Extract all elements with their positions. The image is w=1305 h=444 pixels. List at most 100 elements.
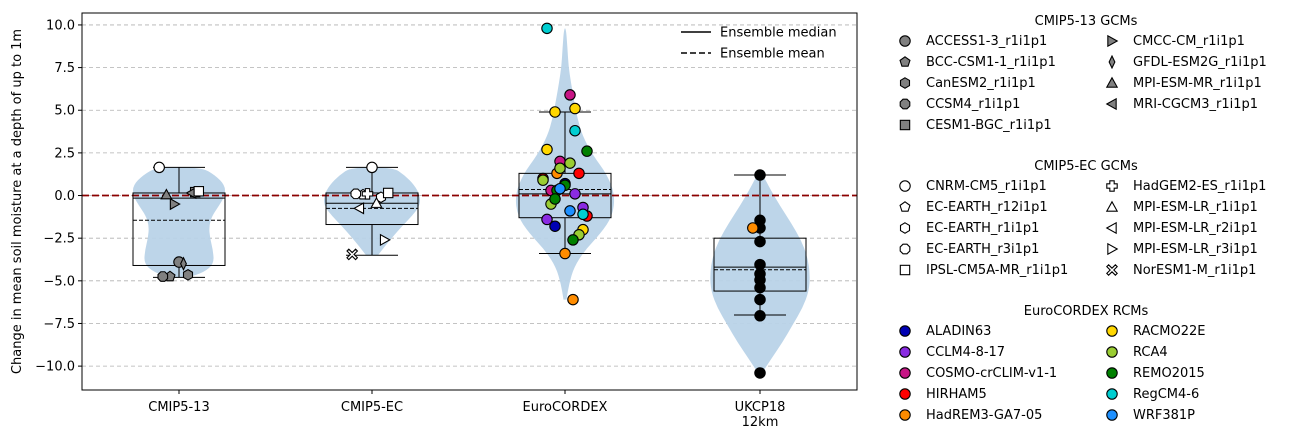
x-tick-label: 12km [742, 415, 779, 430]
legend-item: MPI-ESM-LR_r2i1p1 [1105, 220, 1258, 236]
y-tick-label: 2.5 [54, 146, 75, 161]
legend-item-label: EC-EARTH_r3i1p1 [926, 241, 1040, 257]
point-wrf381p [554, 182, 566, 195]
box-0 [132, 166, 226, 278]
plot-frame [81, 12, 858, 391]
legend-item: GFDL-ESM2G_r1i1p1 [1105, 54, 1267, 70]
legend-item-label: MPI-ESM-LR_r1i1p1 [1133, 199, 1258, 215]
point-rca4 [537, 174, 549, 186]
point-cnrm-cm5-r1i1p1 [366, 161, 378, 174]
legend-item-label: CCLM4-8-17 [926, 344, 1006, 360]
square-marker-icon [899, 119, 911, 131]
circle-marker-icon [1106, 325, 1118, 337]
legend-item: MPI-ESM-MR_r1i1p1 [1105, 75, 1262, 91]
legend-item-label: IPSL-CM5A-MR_r1i1p1 [926, 262, 1069, 278]
circle-marker-icon [899, 388, 911, 400]
pentagon-marker-icon [899, 56, 911, 67]
legend-item: HadGEM2-ES_r1i1p1 [1105, 178, 1266, 194]
legend-item-label: WRF381P [1133, 407, 1196, 423]
point-hirham5 [573, 167, 585, 180]
point-cclm4-8-17 [569, 188, 581, 200]
triangle-right-marker-icon [1107, 34, 1119, 48]
point-hadrem3-ga7-05 [559, 247, 571, 260]
legend-item: EC-EARTH_r12i1p1 [898, 199, 1048, 215]
legend-item: CanESM2_r1i1p1 [898, 75, 1036, 91]
point-aladin63 [549, 220, 561, 232]
point-ukcp18 [754, 169, 766, 181]
x-tick-label: EuroCORDEX [523, 400, 608, 415]
point-noresm1-m-r1i1p1 [346, 248, 359, 261]
octagon-marker-icon [899, 98, 911, 110]
circle-marker-icon [899, 367, 911, 379]
legend-item: IPSL-CM5A-MR_r1i1p1 [898, 262, 1068, 278]
y-tick-label: −2.5 [43, 232, 75, 247]
legend-item: MPI-ESM-LR_r3i1p1 [1105, 241, 1258, 257]
hexagon-marker-icon [899, 77, 911, 89]
point-hadgem2-es-r1i1p1 [361, 188, 374, 200]
point-mpi-esm-mr-r1i1p1 [160, 188, 173, 200]
legend-item: CNRM-CM5_r1i1p1 [898, 178, 1047, 194]
point-remo2015 [567, 234, 579, 246]
plus-marker-icon [1106, 180, 1118, 192]
model-points [153, 22, 766, 379]
legend-item-label: MPI-ESM-MR_r1i1p1 [1133, 75, 1262, 91]
point-ipsl-cm5a-mr-r1i1p1 [193, 186, 205, 197]
y-tick-label: −10.0 [35, 360, 75, 375]
circle-marker-icon [899, 180, 911, 192]
y-tick-label: 10.0 [46, 18, 75, 33]
point-ukcp18 [754, 367, 766, 379]
triangle-left-marker-icon [1105, 97, 1117, 111]
point-mpi-esm-lr-r1i1p1 [370, 196, 383, 208]
octagon-marker-icon [899, 243, 911, 255]
x-tick-label: CMIP5-EC [341, 400, 403, 415]
legend-group-title: CMIP5-13 GCMs [1034, 14, 1138, 29]
point-rca4 [564, 157, 576, 169]
point-remo2015 [581, 145, 593, 157]
legend-item: EC-EARTH_r1i1p1 [898, 220, 1039, 236]
triangle-left-marker-icon [1105, 221, 1117, 235]
legend-item-label: COSMO-crCLIM-v1-1 [926, 365, 1058, 381]
point-mpi-esm-lr-r3i1p1 [379, 233, 391, 247]
point-cnrm-cm5-r1i1p1 [153, 161, 165, 174]
legend-label: Ensemble mean [720, 47, 825, 62]
legend-item-label: HadGEM2-ES_r1i1p1 [1133, 178, 1267, 194]
x-marker-icon [1106, 264, 1118, 276]
legend-item-label: ALADIN63 [926, 323, 992, 339]
legend-label: Ensemble median [720, 26, 837, 41]
legend-item: COSMO-crCLIM-v1-1 [898, 365, 1057, 381]
point-ccsm4-r1i1p1 [157, 271, 169, 282]
y-axis-label: Change in mean soil moisture at a depth … [10, 29, 25, 374]
legend-item: MRI-CGCM3_r1i1p1 [1105, 96, 1258, 112]
point-hadrem3-ga7-05 [747, 222, 759, 234]
legend-item: NorESM1-M_r1i1p1 [1105, 262, 1256, 278]
legend-item-label: RCA4 [1133, 344, 1168, 360]
legend-item: HadREM3-GA7-05 [898, 407, 1042, 423]
triangle-up-marker-icon [1105, 76, 1119, 88]
legend-item-label: CanESM2_r1i1p1 [926, 75, 1036, 91]
legend-item: ACCESS1-3_r1i1p1 [898, 33, 1047, 49]
legend-item: MPI-ESM-LR_r1i1p1 [1105, 199, 1258, 215]
box-iqr [518, 172, 612, 219]
circle-marker-icon [1106, 409, 1118, 421]
legend-group-title: EuroCORDEX RCMs [1023, 304, 1149, 319]
legend-item-label: RegCM4-6 [1133, 386, 1200, 402]
point-ipsl-cm5a-mr-r1i1p1 [382, 187, 394, 199]
legend-item: RACMO22E [1105, 323, 1205, 339]
legend-item: RCA4 [1105, 344, 1168, 360]
main-legend: Ensemble median Ensemble mean [681, 26, 837, 62]
point-hadrem3-ga7-05 [567, 293, 579, 306]
legend-item: RegCM4-6 [1105, 386, 1199, 402]
legend-item-label: EC-EARTH_r1i1p1 [926, 220, 1040, 236]
legend-item-label: MPI-ESM-LR_r3i1p1 [1133, 241, 1258, 257]
legend-item-label: MRI-CGCM3_r1i1p1 [1133, 96, 1259, 112]
point-ukcp18 [754, 281, 766, 294]
legend-item: EC-EARTH_r3i1p1 [898, 241, 1039, 257]
legend-item: WRF381P [1105, 407, 1195, 423]
point-racmo22e [569, 102, 581, 115]
circle-marker-icon [1106, 367, 1118, 379]
legend-item-label: REMO2015 [1133, 365, 1205, 381]
point-cclm4-8-17 [541, 213, 553, 226]
